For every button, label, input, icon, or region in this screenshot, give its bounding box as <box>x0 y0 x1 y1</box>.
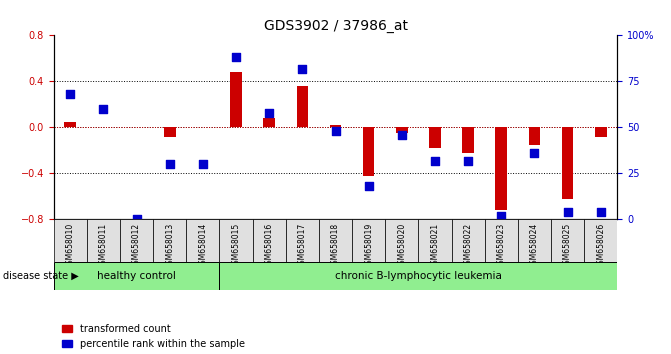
Text: disease state ▶: disease state ▶ <box>3 271 79 281</box>
Point <box>429 158 440 164</box>
Text: chronic B-lymphocytic leukemia: chronic B-lymphocytic leukemia <box>335 271 502 281</box>
Point <box>197 161 208 167</box>
Bar <box>363 127 374 176</box>
Bar <box>230 72 242 127</box>
Text: GSM658018: GSM658018 <box>331 223 340 269</box>
Text: GSM658025: GSM658025 <box>563 223 572 269</box>
Point <box>264 110 274 115</box>
Text: GSM658021: GSM658021 <box>431 223 440 269</box>
Text: GSM658010: GSM658010 <box>66 223 74 269</box>
FancyBboxPatch shape <box>120 219 153 262</box>
Point <box>463 158 474 164</box>
Text: GSM658022: GSM658022 <box>464 223 472 269</box>
Bar <box>462 127 474 153</box>
Bar <box>495 127 507 210</box>
Legend: transformed count, percentile rank within the sample: transformed count, percentile rank withi… <box>58 320 249 353</box>
FancyBboxPatch shape <box>319 219 352 262</box>
Text: GSM658015: GSM658015 <box>231 223 240 269</box>
Point <box>297 66 308 72</box>
Point <box>363 183 374 189</box>
Point <box>397 132 407 138</box>
Bar <box>264 118 275 127</box>
Point <box>98 106 109 112</box>
Bar <box>595 127 607 137</box>
Text: GSM658012: GSM658012 <box>132 223 141 269</box>
Bar <box>329 125 342 127</box>
Point <box>529 150 539 156</box>
FancyBboxPatch shape <box>54 219 87 262</box>
Bar <box>297 86 308 127</box>
Text: GSM658017: GSM658017 <box>298 223 307 269</box>
Text: GSM658014: GSM658014 <box>199 223 207 269</box>
Point <box>132 217 142 222</box>
FancyBboxPatch shape <box>252 219 286 262</box>
Point <box>562 209 573 215</box>
Text: GSM658024: GSM658024 <box>530 223 539 269</box>
Point <box>330 128 341 134</box>
Bar <box>429 127 441 148</box>
Point <box>65 91 76 97</box>
FancyBboxPatch shape <box>54 262 219 290</box>
FancyBboxPatch shape <box>419 219 452 262</box>
FancyBboxPatch shape <box>219 219 252 262</box>
Bar <box>396 127 407 133</box>
FancyBboxPatch shape <box>518 219 551 262</box>
Text: GSM658016: GSM658016 <box>264 223 274 269</box>
Point <box>231 55 242 60</box>
FancyBboxPatch shape <box>87 219 120 262</box>
FancyBboxPatch shape <box>153 219 187 262</box>
Text: GSM658023: GSM658023 <box>497 223 506 269</box>
FancyBboxPatch shape <box>219 262 617 290</box>
Point <box>496 213 507 219</box>
Title: GDS3902 / 37986_at: GDS3902 / 37986_at <box>264 19 407 33</box>
FancyBboxPatch shape <box>484 219 518 262</box>
FancyBboxPatch shape <box>187 219 219 262</box>
Bar <box>562 127 574 199</box>
FancyBboxPatch shape <box>385 219 419 262</box>
Text: GSM658020: GSM658020 <box>397 223 407 269</box>
FancyBboxPatch shape <box>452 219 484 262</box>
Text: healthy control: healthy control <box>97 271 176 281</box>
Bar <box>529 127 540 145</box>
Text: GSM658019: GSM658019 <box>364 223 373 269</box>
FancyBboxPatch shape <box>286 219 319 262</box>
Text: GSM658026: GSM658026 <box>597 223 605 269</box>
Text: GSM658011: GSM658011 <box>99 223 108 269</box>
Bar <box>64 122 76 127</box>
Point <box>164 161 175 167</box>
Text: GSM658013: GSM658013 <box>165 223 174 269</box>
Bar <box>164 127 176 137</box>
Point <box>595 209 606 215</box>
FancyBboxPatch shape <box>584 219 617 262</box>
FancyBboxPatch shape <box>352 219 385 262</box>
FancyBboxPatch shape <box>551 219 584 262</box>
